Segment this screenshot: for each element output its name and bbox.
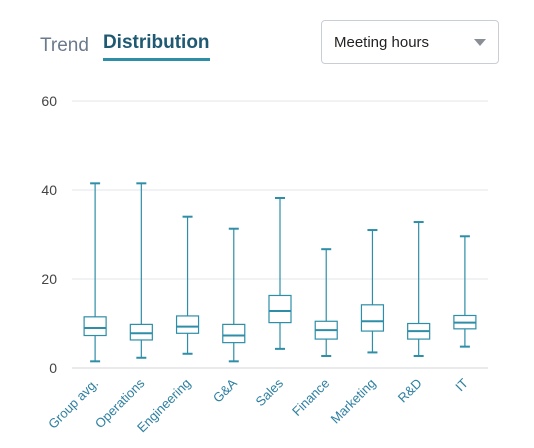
box-iqr: [360, 304, 385, 332]
boxes: [83, 182, 477, 363]
box-8: [453, 235, 477, 348]
x-tick-label: Sales: [253, 375, 287, 409]
chevron-down-icon: [474, 38, 486, 46]
box-iqr: [129, 323, 153, 341]
box-4: [268, 197, 292, 350]
view-tabs: Trend Distribution: [40, 32, 210, 61]
box-iqr: [222, 323, 246, 344]
box-0: [83, 182, 107, 363]
y-tick-label: 60: [41, 93, 57, 109]
y-tick-label: 0: [49, 360, 57, 376]
y-axis: 0 20 40 60: [41, 93, 57, 376]
y-tick-label: 40: [41, 182, 57, 198]
box-6: [360, 229, 385, 354]
x-tick-label: G&A: [210, 375, 240, 405]
box-1: [129, 182, 153, 359]
metric-select[interactable]: Meeting hours: [321, 20, 499, 64]
tab-trend[interactable]: Trend: [40, 35, 89, 56]
box-iqr: [83, 316, 107, 337]
x-tick-label: Marketing: [328, 376, 379, 427]
box-2: [175, 215, 200, 355]
box-7: [407, 221, 431, 357]
x-tick-label: Finance: [289, 376, 332, 419]
box-3: [222, 227, 246, 363]
tab-distribution[interactable]: Distribution: [102, 32, 210, 61]
x-tick-label: IT: [452, 375, 471, 394]
metric-select-value: Meeting hours: [334, 33, 430, 51]
box-iqr: [175, 315, 200, 334]
box-iqr: [268, 294, 292, 324]
x-tick-label: R&D: [395, 376, 425, 406]
box-5: [314, 248, 338, 357]
y-tick-label: 20: [41, 271, 57, 287]
x-tick-label: Group avg.: [45, 376, 101, 432]
